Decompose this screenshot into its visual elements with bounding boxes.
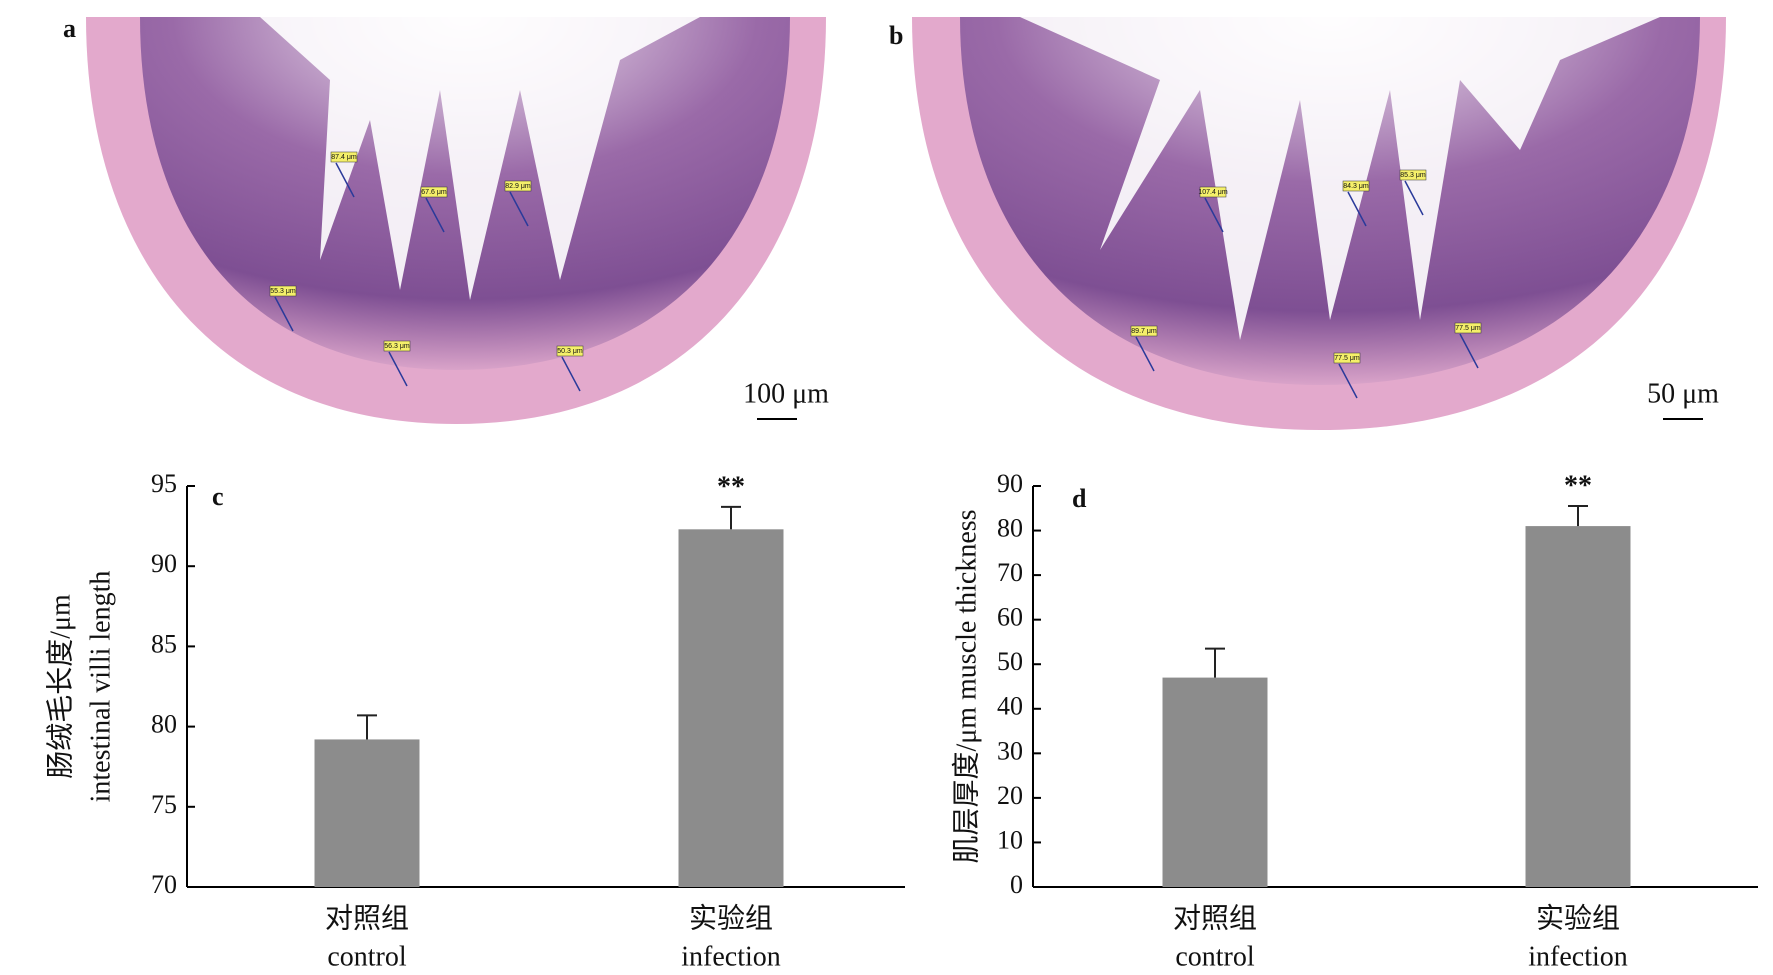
y-tick-label: 50 [997, 647, 1023, 676]
measurement-box [1399, 169, 1427, 181]
measurement-line [1459, 333, 1479, 369]
measurement-line [335, 162, 355, 198]
measurement-line [274, 296, 294, 332]
panel-letter: d [1072, 484, 1087, 513]
x-tick-label: 实验组 [689, 902, 773, 934]
significance-label: ** [717, 471, 745, 502]
measurement-box [1130, 325, 1158, 337]
measurement-box [1342, 180, 1370, 192]
measurement-box [1333, 352, 1361, 364]
x-tick-label: 对照组 [1173, 902, 1257, 934]
measurement-box [1454, 322, 1482, 334]
measurement-line [425, 197, 445, 233]
measurement-box [556, 345, 584, 357]
measurement-label: 55.3 μm [270, 288, 296, 295]
measurement-label: 67.6 μm [421, 189, 447, 196]
measurement-line [1404, 180, 1424, 216]
measurement-label: 87.4 μm [331, 154, 357, 161]
significance-label: ** [1564, 470, 1592, 501]
panel-letter: b [889, 21, 903, 50]
measurement-box [1199, 186, 1227, 198]
x-tick-label: infection [681, 941, 781, 972]
measurement-label: 82.9 μm [505, 183, 531, 190]
measurement-line [509, 191, 529, 227]
x-tick-label: control [1175, 941, 1255, 972]
y-tick-label: 70 [997, 558, 1023, 587]
measurement-line [388, 351, 408, 387]
y-tick-label: 0 [1010, 870, 1023, 899]
measurement-line [1204, 197, 1224, 233]
y-tick-label: 20 [997, 781, 1023, 810]
scale-label: 50 μm [1647, 378, 1719, 409]
y-axis-label: 肠绒毛长度/μm [44, 594, 76, 779]
bar [1525, 526, 1631, 887]
y-tick-label: 70 [151, 870, 177, 899]
measurement-label: 56.3 μm [384, 343, 410, 350]
measurement-label: 84.3 μm [1343, 183, 1369, 190]
y-tick-label: 75 [151, 790, 177, 819]
measurement-label: 77.5 μm [1334, 355, 1360, 362]
y-tick-label: 90 [997, 469, 1023, 498]
measurement-line [1347, 191, 1367, 227]
y-axis-label: 肌层厚度/μm muscle thickness [950, 509, 982, 863]
x-tick-label: 实验组 [1536, 902, 1620, 934]
y-axis-label: intestinal villi length [85, 571, 116, 803]
micrograph-b [912, 17, 1726, 430]
measurement-box [269, 285, 297, 297]
y-tick-label: 90 [151, 549, 177, 578]
y-tick-label: 80 [151, 710, 177, 739]
y-tick-label: 10 [997, 825, 1023, 854]
measurement-box [420, 186, 448, 198]
measurement-box [383, 340, 411, 352]
bar [1162, 677, 1268, 887]
measurement-label: 89.7 μm [1131, 328, 1157, 335]
y-tick-label: 40 [997, 692, 1023, 721]
y-tick-label: 80 [997, 514, 1023, 543]
y-tick-label: 85 [151, 629, 177, 658]
y-tick-label: 30 [997, 736, 1023, 765]
measurement-line [1338, 363, 1358, 399]
measurement-line [561, 356, 581, 392]
measurement-box [504, 180, 532, 192]
micrograph-a [86, 17, 826, 424]
bar [678, 529, 784, 887]
measurement-label: 85.3 μm [1400, 172, 1426, 179]
x-tick-label: infection [1528, 941, 1628, 972]
measurement-line [1135, 336, 1155, 372]
measurement-label: 107.4 μm [1198, 189, 1227, 196]
y-tick-label: 60 [997, 603, 1023, 632]
panel-letter: c [212, 482, 224, 511]
measurement-label: 50.3 μm [557, 348, 583, 355]
x-tick-label: 对照组 [325, 902, 409, 934]
bar [314, 739, 420, 887]
y-tick-label: 95 [151, 469, 177, 498]
scale-label: 100 μm [743, 378, 829, 409]
x-tick-label: control [327, 941, 407, 972]
panel-letter: a [63, 14, 76, 43]
measurement-label: 77.5 μm [1455, 325, 1481, 332]
measurement-box [330, 151, 358, 163]
